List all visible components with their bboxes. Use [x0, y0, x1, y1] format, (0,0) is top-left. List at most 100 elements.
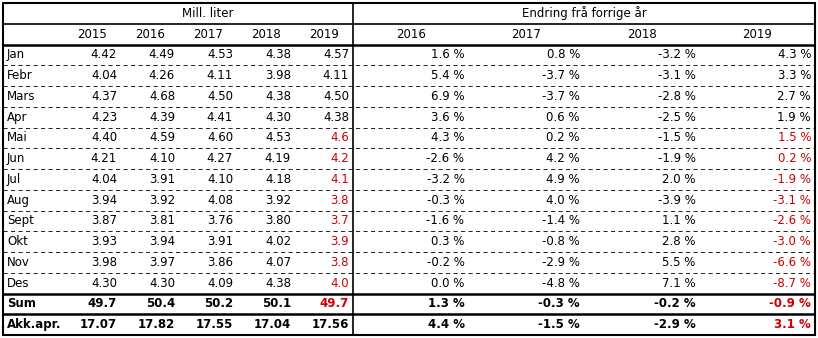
Text: 17.04: 17.04	[254, 318, 291, 331]
Text: -3.2 %: -3.2 %	[427, 173, 465, 186]
Text: 2018: 2018	[627, 28, 657, 41]
Text: 2017: 2017	[193, 28, 223, 41]
Text: 2019: 2019	[309, 28, 339, 41]
Text: -2.8 %: -2.8 %	[658, 90, 695, 103]
Text: -3.2 %: -3.2 %	[658, 48, 695, 62]
Text: 4.21: 4.21	[91, 152, 117, 165]
Text: 4.50: 4.50	[323, 90, 349, 103]
Text: 3.91: 3.91	[149, 173, 175, 186]
Text: 4.38: 4.38	[265, 276, 291, 290]
Text: 3.8: 3.8	[330, 256, 349, 269]
Text: 3.92: 3.92	[265, 194, 291, 207]
Text: Des: Des	[7, 276, 29, 290]
Text: 3.9: 3.9	[330, 235, 349, 248]
Text: 4.10: 4.10	[149, 152, 175, 165]
Text: -1.9 %: -1.9 %	[658, 152, 695, 165]
Text: Jul: Jul	[7, 173, 21, 186]
Text: 4.38: 4.38	[323, 111, 349, 124]
Text: 4.04: 4.04	[91, 173, 117, 186]
Text: 3.91: 3.91	[207, 235, 233, 248]
Text: Apr: Apr	[7, 111, 28, 124]
Text: 4.11: 4.11	[207, 69, 233, 82]
Text: 4.50: 4.50	[207, 90, 233, 103]
Text: 4.3 %: 4.3 %	[777, 48, 811, 62]
Text: -1.5 %: -1.5 %	[538, 318, 580, 331]
Text: -2.6 %: -2.6 %	[773, 214, 811, 227]
Text: 17.82: 17.82	[137, 318, 175, 331]
Text: 50.4: 50.4	[146, 297, 175, 310]
Text: -3.7 %: -3.7 %	[542, 69, 580, 82]
Text: 4.6: 4.6	[330, 131, 349, 144]
Text: Endring frå forrige år: Endring frå forrige år	[522, 6, 646, 20]
Text: 4.23: 4.23	[91, 111, 117, 124]
Text: -3.9 %: -3.9 %	[658, 194, 695, 207]
Text: 3.6 %: 3.6 %	[431, 111, 465, 124]
Text: 4.60: 4.60	[207, 131, 233, 144]
Text: 4.38: 4.38	[265, 90, 291, 103]
Text: 2016: 2016	[135, 28, 165, 41]
Text: -0.2 %: -0.2 %	[654, 297, 695, 310]
Text: -0.3 %: -0.3 %	[427, 194, 465, 207]
Text: 3.94: 3.94	[149, 235, 175, 248]
Text: 1.6 %: 1.6 %	[431, 48, 465, 62]
Text: 3.1 %: 3.1 %	[775, 318, 811, 331]
Text: Febr: Febr	[7, 69, 33, 82]
Text: 4.30: 4.30	[149, 276, 175, 290]
Text: -3.0 %: -3.0 %	[773, 235, 811, 248]
Text: Sum: Sum	[7, 297, 36, 310]
Text: 1.9 %: 1.9 %	[777, 111, 811, 124]
Text: -1.6 %: -1.6 %	[426, 214, 465, 227]
Text: 4.42: 4.42	[91, 48, 117, 62]
Text: 4.09: 4.09	[207, 276, 233, 290]
Text: 3.81: 3.81	[149, 214, 175, 227]
Text: 5.4 %: 5.4 %	[431, 69, 465, 82]
Text: -0.9 %: -0.9 %	[769, 297, 811, 310]
Text: 4.19: 4.19	[265, 152, 291, 165]
Text: 2.0 %: 2.0 %	[662, 173, 695, 186]
Text: 3.98: 3.98	[91, 256, 117, 269]
Text: Okt: Okt	[7, 235, 28, 248]
Text: -0.3 %: -0.3 %	[538, 297, 580, 310]
Text: 4.26: 4.26	[149, 69, 175, 82]
Text: 4.2: 4.2	[330, 152, 349, 165]
Text: 50.2: 50.2	[204, 297, 233, 310]
Text: -3.7 %: -3.7 %	[542, 90, 580, 103]
Text: 0.3 %: 0.3 %	[431, 235, 465, 248]
Text: 4.53: 4.53	[265, 131, 291, 144]
Text: 4.4 %: 4.4 %	[428, 318, 465, 331]
Text: 4.04: 4.04	[91, 69, 117, 82]
Text: 5.5 %: 5.5 %	[662, 256, 695, 269]
Text: 4.08: 4.08	[207, 194, 233, 207]
Text: 3.87: 3.87	[91, 214, 117, 227]
Text: -2.9 %: -2.9 %	[542, 256, 580, 269]
Text: 4.30: 4.30	[265, 111, 291, 124]
Text: 17.07: 17.07	[80, 318, 117, 331]
Text: 4.2 %: 4.2 %	[546, 152, 580, 165]
Text: -1.5 %: -1.5 %	[658, 131, 695, 144]
Text: 3.92: 3.92	[149, 194, 175, 207]
Text: Nov: Nov	[7, 256, 30, 269]
Text: -2.5 %: -2.5 %	[658, 111, 695, 124]
Text: 4.1: 4.1	[330, 173, 349, 186]
Text: 17.55: 17.55	[196, 318, 233, 331]
Text: 4.27: 4.27	[207, 152, 233, 165]
Text: 3.80: 3.80	[265, 214, 291, 227]
Text: 2018: 2018	[251, 28, 281, 41]
Text: 2017: 2017	[511, 28, 542, 41]
Text: 4.11: 4.11	[323, 69, 349, 82]
Text: Sept: Sept	[7, 214, 34, 227]
Text: 4.68: 4.68	[149, 90, 175, 103]
Text: -6.6 %: -6.6 %	[773, 256, 811, 269]
Text: Jun: Jun	[7, 152, 25, 165]
Text: -0.2 %: -0.2 %	[427, 256, 465, 269]
Text: 2.8 %: 2.8 %	[662, 235, 695, 248]
Text: 3.86: 3.86	[207, 256, 233, 269]
Text: 3.76: 3.76	[207, 214, 233, 227]
Text: 0.8 %: 0.8 %	[546, 48, 580, 62]
Text: -2.9 %: -2.9 %	[654, 318, 695, 331]
Text: 1.1 %: 1.1 %	[662, 214, 695, 227]
Text: -3.1 %: -3.1 %	[658, 69, 695, 82]
Text: Mai: Mai	[7, 131, 28, 144]
Text: 4.57: 4.57	[323, 48, 349, 62]
Text: -0.8 %: -0.8 %	[542, 235, 580, 248]
